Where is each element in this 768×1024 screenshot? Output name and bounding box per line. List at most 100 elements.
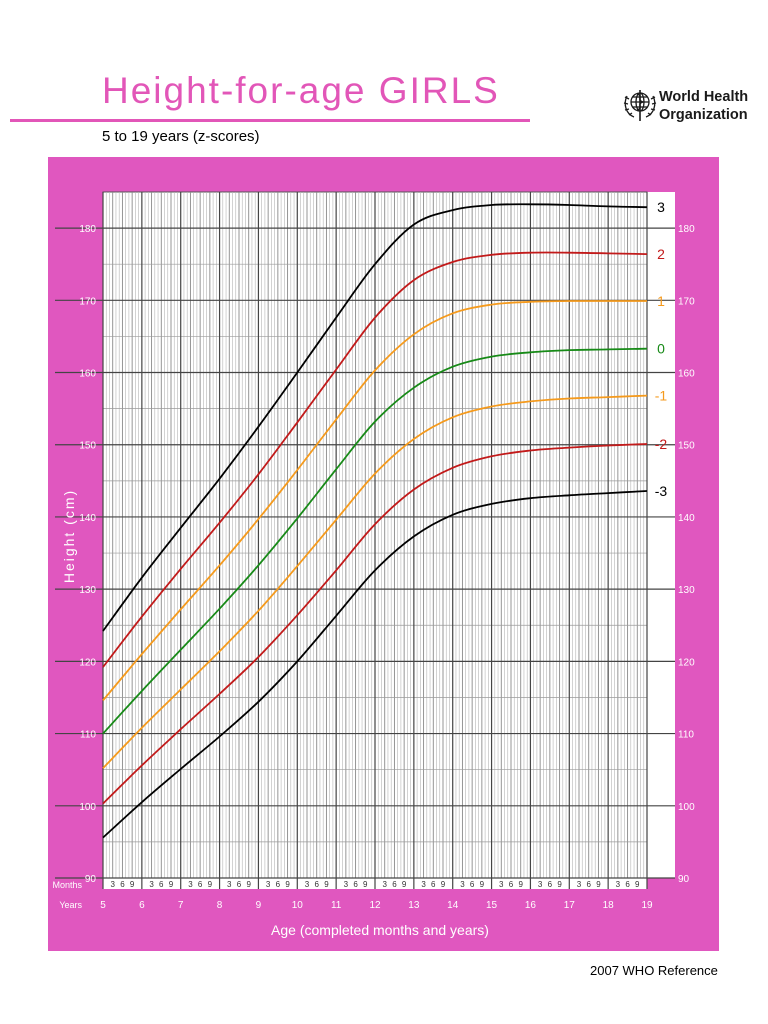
reference-note: 2007 WHO Reference bbox=[590, 963, 718, 978]
series-label-z1: 1 bbox=[657, 293, 665, 309]
y-tick-label-right: 130 bbox=[678, 585, 695, 596]
month-tick-label: 6 bbox=[470, 880, 475, 889]
month-tick-label: 6 bbox=[548, 880, 553, 889]
y-axis-title: Height (cm) bbox=[61, 489, 77, 583]
month-tick-label: 9 bbox=[635, 880, 640, 889]
month-tick-label: 6 bbox=[431, 880, 436, 889]
y-tick-label-left: 100 bbox=[79, 802, 96, 813]
series-label-z-1: -1 bbox=[655, 388, 668, 404]
month-tick-label: 3 bbox=[382, 880, 387, 889]
month-tick-label: 3 bbox=[188, 880, 193, 889]
y-tick-label-right: 140 bbox=[678, 513, 695, 524]
y-tick-label-left: 180 bbox=[79, 224, 96, 235]
x-axis-title: Age (completed months and years) bbox=[271, 922, 489, 938]
month-tick-label: 3 bbox=[577, 880, 582, 889]
month-tick-label: 6 bbox=[159, 880, 164, 889]
year-tick-label: 16 bbox=[525, 900, 537, 911]
organization-name: World Health Organization bbox=[659, 88, 748, 124]
month-tick-label: 9 bbox=[441, 880, 446, 889]
year-tick-label: 9 bbox=[256, 900, 262, 911]
series-label-z3: 3 bbox=[657, 199, 665, 215]
month-tick-label: 6 bbox=[276, 880, 281, 889]
year-tick-label: 5 bbox=[100, 900, 106, 911]
month-tick-label: 3 bbox=[499, 880, 504, 889]
series-label-z-2: -2 bbox=[655, 436, 668, 452]
month-tick-label: 3 bbox=[110, 880, 115, 889]
y-tick-label-left: 110 bbox=[80, 730, 96, 741]
month-tick-label: 9 bbox=[246, 880, 251, 889]
y-tick-label-right: 160 bbox=[678, 369, 695, 380]
year-tick-label: 12 bbox=[369, 900, 381, 911]
series-line-z-2 bbox=[102, 443, 648, 805]
year-tick-label: 15 bbox=[486, 900, 498, 911]
y-tick-label-left: 140 bbox=[79, 513, 96, 524]
series-line-z1 bbox=[102, 300, 647, 701]
month-tick-label: 9 bbox=[130, 880, 135, 889]
years-row-label: Years bbox=[59, 900, 82, 910]
organization-name-line1: World Health bbox=[659, 89, 749, 105]
month-tick-label: 3 bbox=[227, 880, 232, 889]
series-line-z2 bbox=[102, 251, 648, 668]
y-tick-label-right: 100 bbox=[678, 802, 695, 813]
month-tick-label: 9 bbox=[363, 880, 368, 889]
month-tick-label: 9 bbox=[402, 880, 407, 889]
month-tick-label: 3 bbox=[266, 880, 271, 889]
y-tick-label-right: 110 bbox=[678, 730, 694, 741]
series-label-z2: 2 bbox=[657, 246, 665, 262]
y-tick-label-left: 150 bbox=[79, 441, 96, 452]
y-tick-label-right: 90 bbox=[678, 874, 690, 885]
month-tick-label: 9 bbox=[518, 880, 523, 889]
month-tick-label: 6 bbox=[392, 880, 397, 889]
zscore-label-column bbox=[647, 192, 675, 878]
month-tick-label: 3 bbox=[460, 880, 465, 889]
y-tick-label-left: 120 bbox=[79, 657, 96, 668]
y-tick-label-right: 120 bbox=[678, 657, 695, 668]
year-tick-label: 6 bbox=[139, 900, 145, 911]
month-tick-label: 9 bbox=[596, 880, 601, 889]
page-subtitle: 5 to 19 years (z-scores) bbox=[102, 128, 260, 145]
month-tick-label: 3 bbox=[421, 880, 426, 889]
year-tick-label: 18 bbox=[603, 900, 615, 911]
y-tick-label-left: 130 bbox=[79, 585, 96, 596]
year-tick-label: 11 bbox=[331, 900, 342, 911]
month-tick-label: 9 bbox=[480, 880, 485, 889]
month-tick-label: 9 bbox=[557, 880, 562, 889]
month-tick-label: 9 bbox=[285, 880, 290, 889]
series-line-z-3 bbox=[102, 490, 648, 839]
month-tick-label: 6 bbox=[314, 880, 319, 889]
year-tick-label: 17 bbox=[564, 900, 576, 911]
month-tick-label: 9 bbox=[169, 880, 174, 889]
month-tick-label: 6 bbox=[509, 880, 514, 889]
title-underline bbox=[10, 119, 530, 122]
y-tick-label-left: 90 bbox=[85, 874, 97, 885]
series-line-z3 bbox=[102, 203, 648, 632]
who-emblem-icon bbox=[623, 90, 657, 121]
months-row-label: Months bbox=[52, 880, 82, 890]
month-tick-label: 3 bbox=[305, 880, 310, 889]
month-tick-label: 6 bbox=[198, 880, 203, 889]
month-tick-label: 6 bbox=[353, 880, 358, 889]
month-tick-label: 6 bbox=[237, 880, 242, 889]
year-tick-label: 19 bbox=[641, 900, 653, 911]
y-tick-label-right: 180 bbox=[678, 224, 695, 235]
series-label-z0: 0 bbox=[657, 341, 665, 357]
month-tick-label: 3 bbox=[344, 880, 349, 889]
month-tick-label: 6 bbox=[586, 880, 591, 889]
series-line-z0 bbox=[102, 347, 648, 735]
month-tick-label: 3 bbox=[538, 880, 543, 889]
month-tick-label: 6 bbox=[120, 880, 125, 889]
y-tick-label-right: 150 bbox=[678, 441, 695, 452]
month-tick-label: 6 bbox=[625, 880, 630, 889]
year-tick-label: 7 bbox=[178, 900, 184, 911]
year-tick-label: 10 bbox=[292, 900, 304, 911]
y-tick-label-left: 170 bbox=[79, 296, 96, 307]
year-tick-label: 13 bbox=[408, 900, 420, 911]
series-label-z-3: -3 bbox=[655, 483, 668, 499]
y-tick-label-left: 160 bbox=[79, 369, 96, 380]
month-tick-label: 9 bbox=[324, 880, 329, 889]
year-tick-label: 8 bbox=[217, 900, 223, 911]
year-tick-label: 14 bbox=[447, 900, 459, 911]
month-tick-label: 3 bbox=[149, 880, 154, 889]
month-tick-label: 3 bbox=[616, 880, 621, 889]
